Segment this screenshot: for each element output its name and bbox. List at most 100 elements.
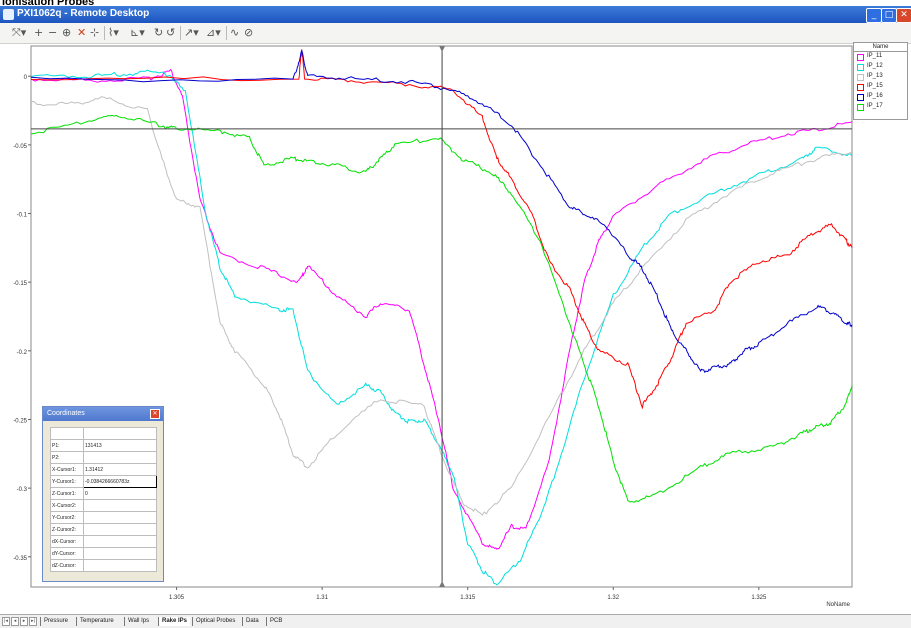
- select-tool-icon[interactable]: ⤧▾: [12, 26, 27, 39]
- legend-swatch: [857, 94, 864, 101]
- prev-tab-arrow-icon[interactable]: ◂: [11, 617, 19, 626]
- coordinates-key: dY-Cursor:: [50, 547, 84, 560]
- y-tick-label: -0.2: [17, 350, 28, 356]
- wave-tool-icon[interactable]: ∿: [230, 26, 240, 39]
- link-tool-icon[interactable]: ⊘: [244, 26, 254, 39]
- document-title: Ionisation Probes: [2, 0, 95, 8]
- legend-header: Name: [854, 43, 907, 52]
- cursor-bottom-handle[interactable]: [439, 581, 446, 587]
- y-tick-label: -0.3: [17, 487, 28, 493]
- zoom-y-tool-icon[interactable]: ↺: [166, 26, 176, 39]
- coordinates-row: dY-Cursor:: [50, 547, 157, 560]
- coordinates-key: Y-Cursor1:: [50, 475, 84, 488]
- legend-label: IP_13: [867, 73, 883, 79]
- coordinates-key: Z-Cursor2:: [50, 523, 84, 536]
- series-line-ip-13: [30, 96, 853, 516]
- coordinates-panel[interactable]: Coordinates ✕ P1: 131413 P2: X-Cursor1: 1.31…: [42, 406, 164, 582]
- coordinates-row: P1: 131413: [50, 439, 157, 452]
- zoom-x-tool-icon[interactable]: ↻: [154, 26, 164, 39]
- toolbar-separator: [180, 26, 181, 40]
- legend-item[interactable]: IP_13: [854, 72, 907, 82]
- coordinates-row: dZ-Cursor:: [50, 559, 157, 572]
- sheet-tab[interactable]: PCB: [266, 617, 285, 626]
- coordinates-title: Coordinates: [47, 410, 85, 417]
- line-chart[interactable]: 0 -0.05 -0.1 -0.15 -0.2 -0.25 -0.3 -0.35 1.305 1.…: [0, 44, 911, 614]
- x-tick-label: 1.305: [169, 595, 185, 601]
- x-tick-label: 1.31: [316, 595, 328, 601]
- coordinates-value[interactable]: [83, 535, 157, 548]
- close-button[interactable]: ✕: [896, 8, 911, 23]
- legend-swatch: [857, 74, 864, 81]
- coordinates-value[interactable]: -0.0384266660783z: [83, 475, 157, 488]
- last-tab-arrow-icon[interactable]: ▸|: [29, 617, 37, 626]
- zoom-tool-icon[interactable]: ⊕: [62, 26, 72, 39]
- legend-item[interactable]: IP_17: [854, 102, 907, 112]
- y-tick-label: -0.15: [13, 281, 27, 287]
- y-tick-label: -0.05: [13, 144, 27, 150]
- coordinates-table: P1: 131413 P2: X-Cursor1: 1.31412 Y-Cursor1: -…: [50, 427, 157, 572]
- minimize-button[interactable]: _: [866, 8, 882, 23]
- sheet-tab[interactable]: Temperature: [76, 617, 117, 626]
- legend-item[interactable]: IP_12: [854, 62, 907, 72]
- coordinates-row: Z-Cursor1: 0: [50, 487, 157, 500]
- sheet-tab[interactable]: Pressure: [40, 617, 71, 626]
- coordinates-row: X-Cursor2:: [50, 499, 157, 512]
- legend-swatch: [857, 54, 864, 61]
- coordinates-row: X-Cursor1: 1.31412: [50, 463, 157, 476]
- sheet-tab[interactable]: Rake IPs: [158, 617, 191, 626]
- axis-tool-icon[interactable]: ⊾▾: [130, 26, 145, 39]
- legend: Name IP_11 IP_12 IP_13 IP_15 IP_16 IP_17: [853, 42, 908, 120]
- sheet-tab[interactable]: Wall Ips: [124, 617, 152, 626]
- first-tab-arrow-icon[interactable]: |◂: [2, 617, 10, 626]
- chart-tool-icon[interactable]: ⌇▾: [108, 26, 119, 39]
- coordinates-row: dX-Cursor:: [50, 535, 157, 548]
- coordinates-close-icon[interactable]: ✕: [150, 409, 160, 419]
- coordinates-key: Y-Cursor2:: [50, 511, 84, 524]
- coordinates-value[interactable]: [83, 511, 157, 524]
- x-tick-label: 1.325: [751, 595, 767, 601]
- series-line-ip-17: [30, 114, 853, 503]
- coordinates-value[interactable]: [83, 547, 157, 560]
- plot-area[interactable]: 0 -0.05 -0.1 -0.15 -0.2 -0.25 -0.3 -0.35 1.305 1.…: [0, 44, 911, 614]
- coordinates-key: X-Cursor2:: [50, 499, 84, 512]
- coordinates-value[interactable]: [83, 523, 157, 536]
- add-tool-icon[interactable]: +: [34, 26, 44, 39]
- coordinates-key: dX-Cursor:: [50, 535, 84, 548]
- coordinates-value[interactable]: 0: [83, 487, 157, 500]
- sheet-tab[interactable]: Optical Probes: [192, 617, 238, 626]
- y-tick-label: -0.35: [13, 556, 27, 562]
- coordinates-value[interactable]: [83, 499, 157, 512]
- legend-label: IP_11: [867, 53, 883, 59]
- coordinates-key: X-Cursor1:: [50, 463, 84, 476]
- series-line-ip-16: [30, 48, 853, 374]
- window-titlebar[interactable]: PXI1062q - Remote Desktop _ □ ✕: [0, 6, 911, 23]
- remove-tool-icon[interactable]: −: [48, 26, 58, 39]
- coordinates-value[interactable]: 131413: [83, 439, 157, 452]
- coordinates-value[interactable]: [83, 451, 157, 464]
- sheet-tab[interactable]: Data: [242, 617, 262, 626]
- coordinates-key: P2:: [50, 451, 84, 464]
- legend-item[interactable]: IP_16: [854, 92, 907, 102]
- maximize-button[interactable]: □: [881, 8, 897, 23]
- legend-item[interactable]: IP_15: [854, 82, 907, 92]
- coordinates-value[interactable]: [83, 559, 157, 572]
- cursor-tool-icon[interactable]: ↗▾: [184, 26, 199, 39]
- x-tick-label: 1.32: [607, 595, 619, 601]
- coordinates-title-bar[interactable]: Coordinates ✕: [43, 407, 163, 421]
- legend-label: IP_16: [867, 93, 883, 99]
- coordinates-value[interactable]: 1.31412: [83, 463, 157, 476]
- toolbar-separator: [104, 26, 105, 40]
- window-title: PXI1062q - Remote Desktop: [17, 8, 150, 19]
- plot-tool-icon[interactable]: ⊹: [90, 26, 100, 39]
- y-tick-label: 0: [24, 75, 28, 81]
- measure-tool-icon[interactable]: ⊿▾: [206, 26, 221, 39]
- cursor-top-handle[interactable]: [439, 46, 446, 52]
- delete-tool-icon[interactable]: ✕: [77, 26, 87, 39]
- toolbar: ⤧▾ + − ⊕ ✕ ⊹ ⌇▾ ⊾▾ ↻ ↺ ↗▾ ⊿▾ ∿ ⊘: [0, 23, 911, 44]
- coordinates-row: Y-Cursor2:: [50, 511, 157, 524]
- plot-frame: [30, 45, 853, 588]
- x-axis-label: NoName: [826, 602, 850, 608]
- next-tab-arrow-icon[interactable]: ▸: [20, 617, 28, 626]
- coordinates-key: Z-Cursor1:: [50, 487, 84, 500]
- legend-item[interactable]: IP_11: [854, 52, 907, 62]
